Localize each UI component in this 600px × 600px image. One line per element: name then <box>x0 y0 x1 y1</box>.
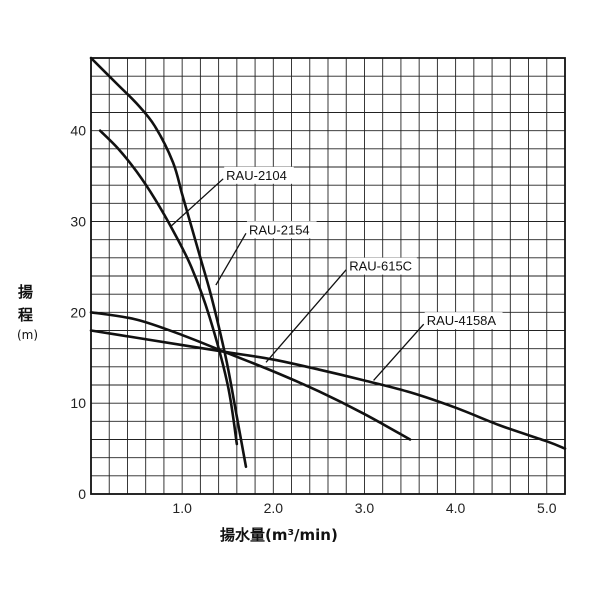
y-tick-label: 30 <box>70 214 86 230</box>
leader-line-rau-2104 <box>170 178 224 227</box>
series-line-rau-4158a <box>89 329 567 450</box>
series-line-rau-2154 <box>89 56 248 469</box>
plot-border <box>90 57 566 495</box>
leader-line-rau-4158a <box>373 323 425 381</box>
x-tick-label: 4.0 <box>446 500 466 516</box>
series-label-rau-2154: RAU-2154 <box>249 222 310 237</box>
y-tick-label: 10 <box>70 395 86 411</box>
y-tick-label: 40 <box>70 123 86 139</box>
plot-frame <box>90 57 566 495</box>
label-backing-rau-2104 <box>224 166 294 184</box>
series-line-rau-2104 <box>98 129 239 446</box>
label-backing-rau-2154 <box>246 221 317 239</box>
x-tick-label: 1.0 <box>172 500 192 516</box>
annotation-layer: RAU-2104 RAU-2154 RAU-615C RAU-4158A <box>170 166 503 381</box>
x-tick-label: 5.0 <box>537 500 557 516</box>
leader-line-rau-615c <box>265 269 347 363</box>
series-label-rau-4158a: RAU-4158A <box>427 313 497 328</box>
series-line-rau-615c <box>89 311 412 441</box>
series-label-rau-615c: RAU-615C <box>349 259 412 274</box>
y-axis-ticks: 0 10 20 30 40 <box>70 123 86 502</box>
label-backing-rau-615c <box>347 257 417 275</box>
x-tick-label: 2.0 <box>264 500 284 516</box>
y-tick-label: 20 <box>70 304 86 320</box>
label-backing-rau-4158a <box>424 312 503 330</box>
x-tick-label: 3.0 <box>355 500 375 516</box>
series-label-rau-2104: RAU-2104 <box>226 168 287 183</box>
x-axis-label: 揚水量(m³/min) <box>220 526 338 544</box>
leader-line-rau-2154 <box>215 232 247 286</box>
y-axis-label-char-2: 程 <box>18 306 33 324</box>
y-axis-label-char-1: 揚 <box>18 283 33 301</box>
y-tick-label: 0 <box>78 486 86 502</box>
x-axis-ticks: 1.0 2.0 3.0 4.0 5.0 <box>172 500 556 516</box>
y-axis-label-unit: (m) <box>17 328 38 342</box>
series-layer <box>89 56 567 469</box>
